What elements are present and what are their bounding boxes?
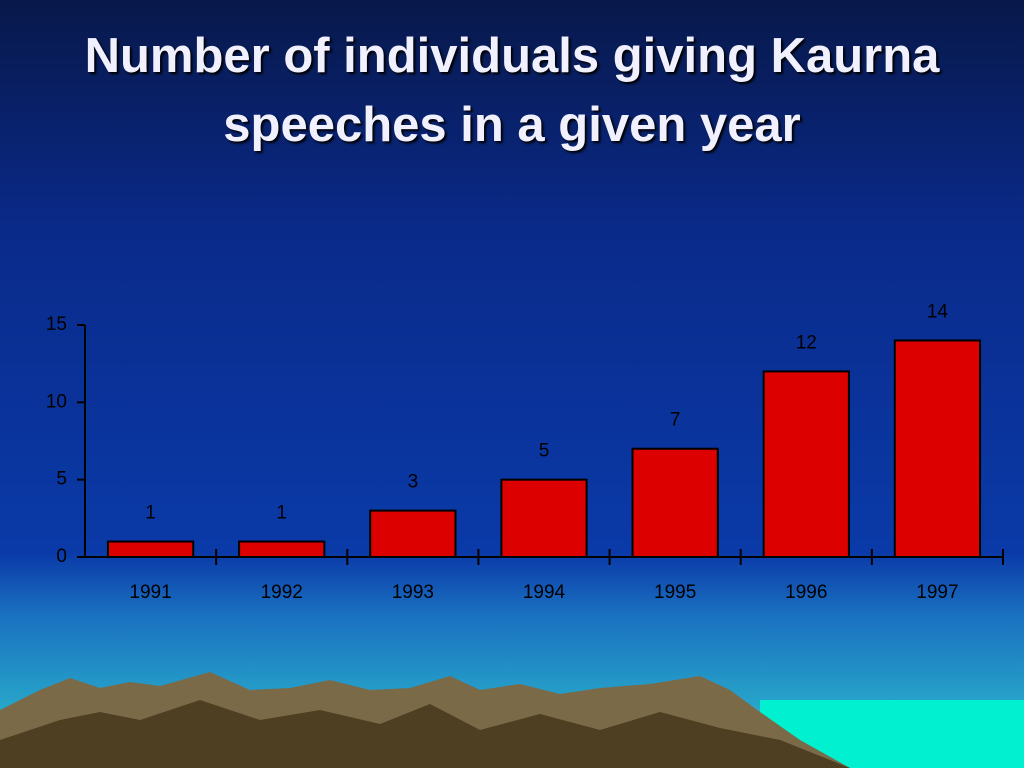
x-tick-label: 1991 <box>129 582 171 603</box>
y-tick-label: 15 <box>46 314 67 335</box>
value-label: 12 <box>796 332 817 353</box>
x-tick-label: 1994 <box>523 582 566 603</box>
bar <box>762 370 850 558</box>
x-tick-label: 1995 <box>654 582 696 603</box>
y-tick-label: 0 <box>56 546 67 567</box>
x-tick-label: 1992 <box>261 582 303 603</box>
sea <box>760 700 1024 768</box>
value-label: 1 <box>276 503 287 524</box>
bar <box>893 339 982 559</box>
value-label: 3 <box>408 472 419 493</box>
bar <box>106 540 195 558</box>
bar <box>369 509 457 559</box>
value-label: 1 <box>145 503 156 524</box>
x-tick-label: 1996 <box>785 582 827 603</box>
bar <box>631 447 719 559</box>
bar <box>500 478 588 558</box>
x-tick-label: 1997 <box>916 582 958 603</box>
value-label: 5 <box>539 441 550 462</box>
mountain-shadow <box>0 700 850 768</box>
value-label: 7 <box>670 410 681 431</box>
y-tick-label: 10 <box>46 391 67 412</box>
chart-title: Number of individuals giving Kaurna spee… <box>84 29 940 152</box>
value-label: 14 <box>927 301 949 322</box>
x-tick-label: 1993 <box>392 582 434 603</box>
bar <box>238 540 326 558</box>
y-tick-label: 5 <box>56 469 67 490</box>
